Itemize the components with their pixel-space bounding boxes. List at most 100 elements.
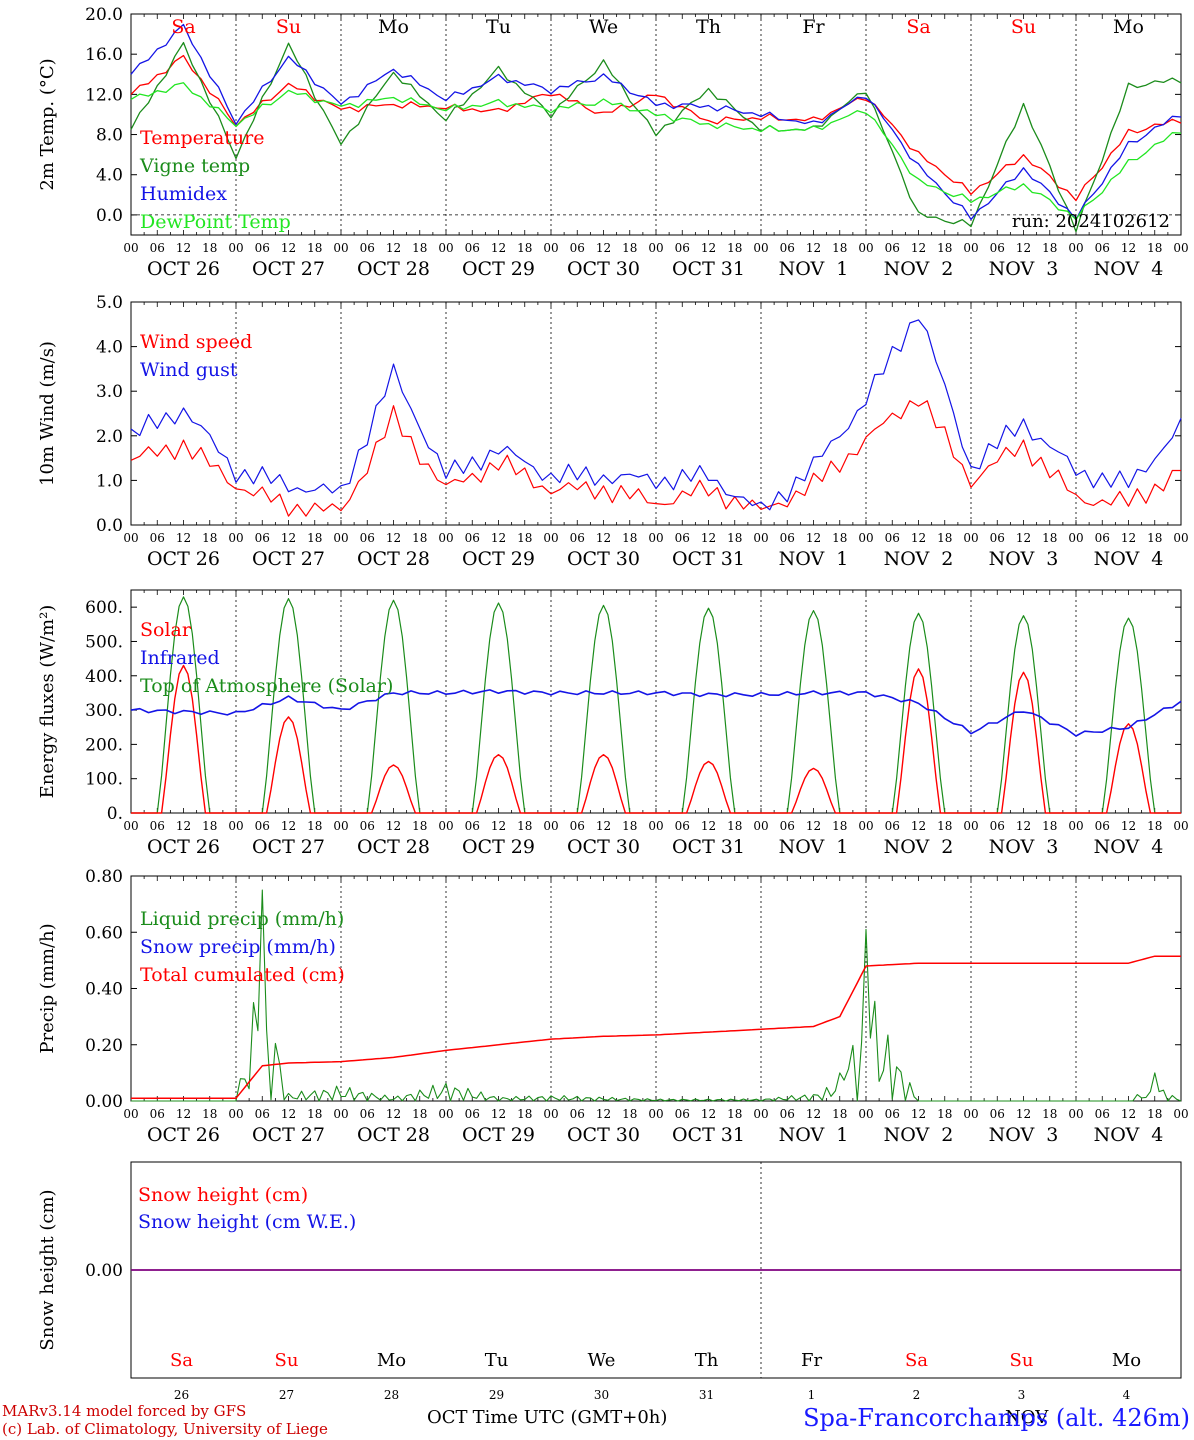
hour-tick-label: 00 xyxy=(1068,819,1083,833)
day-number-label: 26 xyxy=(174,1388,189,1402)
hour-tick-label: 12 xyxy=(596,531,611,545)
hour-tick-label: 18 xyxy=(1042,531,1057,545)
day-date-label: OCT 27 xyxy=(252,836,325,858)
hour-tick-label: 18 xyxy=(937,241,952,255)
hour-tick-label: 00 xyxy=(648,819,663,833)
hour-tick-label: 06 xyxy=(1095,819,1110,833)
y-axis-label: 10m Wind (m/s) xyxy=(37,341,58,486)
legend-entry: Temperature xyxy=(140,127,264,149)
hour-tick-label: 06 xyxy=(675,1107,690,1121)
day-number-label: 3 xyxy=(1018,1388,1026,1402)
day-date-label: OCT 31 xyxy=(672,1124,745,1146)
hour-tick-label: 06 xyxy=(780,1107,795,1121)
hour-tick-label: 00 xyxy=(123,531,138,545)
day-date-label: NOV 2 xyxy=(884,1124,954,1146)
hour-tick-label: 06 xyxy=(465,531,480,545)
series-line xyxy=(130,400,1181,517)
hour-tick-label: 06 xyxy=(990,1107,1005,1121)
day-of-week-label: Th xyxy=(696,16,721,38)
hour-tick-label: 06 xyxy=(1095,1107,1110,1121)
y-tick-label: 4.0 xyxy=(96,166,123,186)
hour-tick-label: 12 xyxy=(1016,241,1031,255)
hour-tick-label: 12 xyxy=(491,241,506,255)
y-tick-label: 300. xyxy=(85,701,123,721)
hour-tick-label: 06 xyxy=(255,531,270,545)
hour-tick-label: 06 xyxy=(780,241,795,255)
hour-tick-label: 12 xyxy=(911,1107,926,1121)
hour-tick-label: 12 xyxy=(386,241,401,255)
hour-tick-label: 12 xyxy=(911,819,926,833)
hour-tick-label: 12 xyxy=(911,241,926,255)
hour-tick-label: 00 xyxy=(1173,1107,1188,1121)
hour-tick-label: 06 xyxy=(150,1107,165,1121)
day-of-week-label: Tu xyxy=(486,16,511,38)
hour-tick-label: 00 xyxy=(753,819,768,833)
day-of-week-label: Tu xyxy=(485,1350,509,1371)
y-tick-label: 20.0 xyxy=(85,5,123,25)
hour-tick-label: 12 xyxy=(1121,531,1136,545)
hour-tick-label: 00 xyxy=(753,241,768,255)
hour-tick-label: 12 xyxy=(806,819,821,833)
hour-tick-label: 18 xyxy=(202,531,217,545)
hour-tick-label: 18 xyxy=(307,531,322,545)
day-date-label: OCT 29 xyxy=(462,1124,535,1146)
day-number-label: 28 xyxy=(384,1388,399,1402)
hour-tick-label: 18 xyxy=(832,531,847,545)
day-date-label: OCT 28 xyxy=(357,258,430,280)
hour-tick-label: 12 xyxy=(491,1107,506,1121)
hour-tick-label: 00 xyxy=(1173,531,1188,545)
hour-tick-label: 12 xyxy=(1121,1107,1136,1121)
hour-tick-label: 00 xyxy=(963,1107,978,1121)
hour-tick-label: 00 xyxy=(753,531,768,545)
legend-entry: Top of Atmosphere (Solar) xyxy=(140,675,393,697)
day-number-label: 2 xyxy=(913,1388,921,1402)
day-date-label: NOV 1 xyxy=(779,836,849,858)
hour-tick-label: 12 xyxy=(281,531,296,545)
y-tick-label: 8.0 xyxy=(96,126,123,146)
day-of-week-label: Sa xyxy=(170,1350,193,1371)
hour-tick-label: 18 xyxy=(937,1107,952,1121)
y-axis-label: Precip (mm/h) xyxy=(37,923,58,1053)
day-of-week-label: Sa xyxy=(906,16,930,38)
hour-tick-label: 18 xyxy=(622,241,637,255)
hour-tick-label: 12 xyxy=(281,819,296,833)
day-date-label: OCT 26 xyxy=(147,548,220,570)
hour-tick-label: 18 xyxy=(307,1107,322,1121)
series-line xyxy=(130,82,1182,221)
hour-tick-label: 12 xyxy=(386,531,401,545)
day-date-label: NOV 3 xyxy=(989,548,1059,570)
hour-tick-label: 00 xyxy=(438,241,453,255)
day-date-label: OCT 30 xyxy=(567,548,640,570)
hour-tick-label: 00 xyxy=(333,1107,348,1121)
day-date-label: OCT 28 xyxy=(357,1124,430,1146)
hour-tick-label: 00 xyxy=(648,1107,663,1121)
day-date-label: OCT 29 xyxy=(462,836,535,858)
day-date-label: NOV 3 xyxy=(989,258,1059,280)
x-axis-title: Time UTC (GMT+0h) xyxy=(473,1407,668,1428)
hour-tick-label: 06 xyxy=(360,531,375,545)
day-of-week-label: Su xyxy=(276,16,301,38)
hour-tick-label: 06 xyxy=(150,241,165,255)
hour-tick-label: 06 xyxy=(1095,241,1110,255)
hour-tick-label: 06 xyxy=(570,1107,585,1121)
y-tick-label: 5.0 xyxy=(96,293,123,313)
hour-tick-label: 12 xyxy=(701,1107,716,1121)
y-tick-label: 0.20 xyxy=(85,1036,123,1056)
hour-tick-label: 12 xyxy=(176,531,191,545)
day-date-label: NOV 4 xyxy=(1094,258,1164,280)
model-credit: MARv3.14 model forced by GFS xyxy=(2,1402,246,1420)
day-number-label: 4 xyxy=(1123,1388,1131,1402)
hour-tick-label: 18 xyxy=(727,1107,742,1121)
legend-entry: Vigne temp xyxy=(139,155,250,177)
hour-tick-label: 06 xyxy=(1095,531,1110,545)
legend-entry: Humidex xyxy=(140,183,227,205)
solar-line xyxy=(131,664,1181,814)
hour-tick-label: 18 xyxy=(622,1107,637,1121)
legend-entry: Liquid precip (mm/h) xyxy=(140,908,344,930)
hour-tick-label: 00 xyxy=(123,1107,138,1121)
day-date-label: NOV 2 xyxy=(884,548,954,570)
hour-tick-label: 18 xyxy=(832,241,847,255)
day-of-week-label: Su xyxy=(1010,1350,1034,1371)
hour-tick-label: 06 xyxy=(885,531,900,545)
